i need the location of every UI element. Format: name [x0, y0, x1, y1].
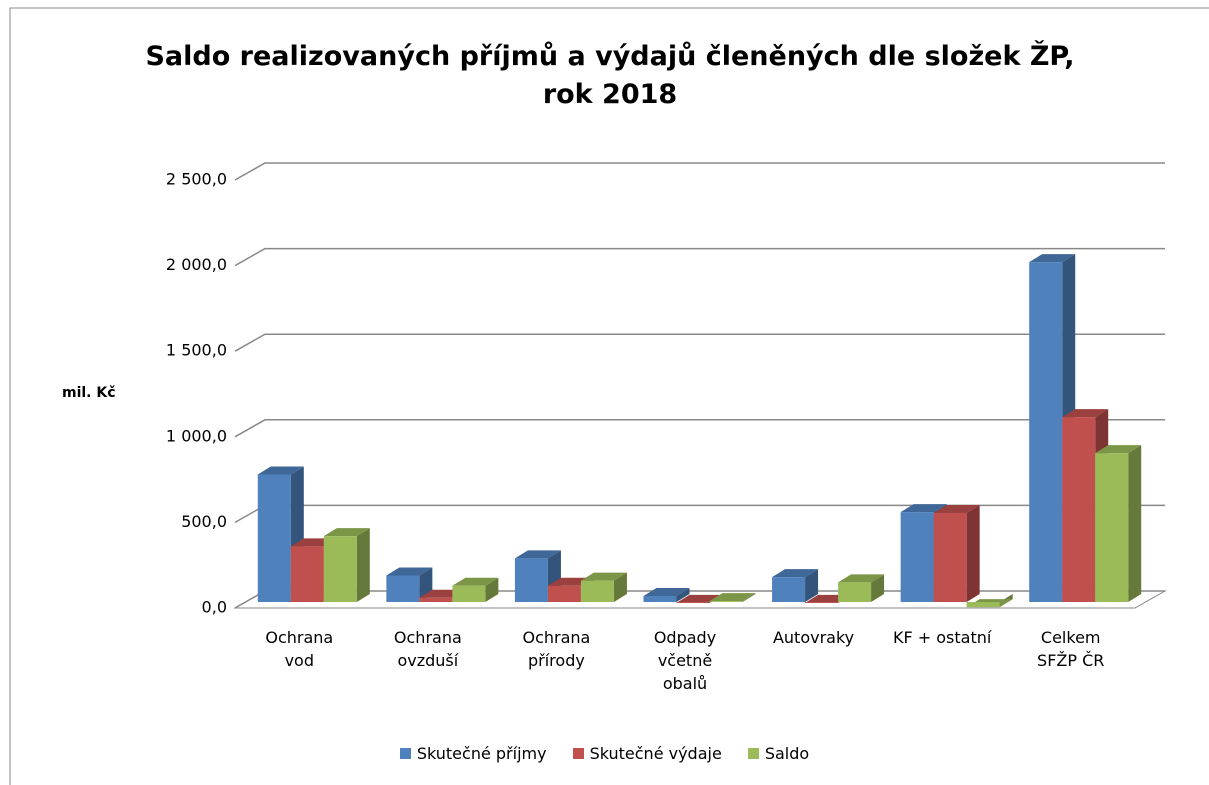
legend-swatch: [399, 748, 411, 759]
bar-side: [966, 504, 980, 602]
bar-side: [805, 569, 819, 602]
bar-front: [676, 602, 710, 603]
bar-front: [1029, 262, 1063, 602]
bar-front: [966, 602, 1000, 608]
bar-front: [452, 585, 486, 602]
legend: Skutečné příjmy Skutečné výdaje Saldo: [0, 744, 1209, 763]
legend-label: Skutečné příjmy: [416, 744, 547, 763]
bar-top: [1095, 445, 1142, 454]
y-axis-label: mil. Kč: [62, 385, 116, 401]
bar-top: [323, 528, 370, 537]
bar-front: [1062, 417, 1096, 602]
bar: [709, 593, 756, 602]
bar: [1095, 445, 1142, 602]
bar-front: [772, 577, 806, 602]
bar-top: [933, 504, 980, 513]
bar: [580, 572, 627, 602]
bar-front: [805, 602, 839, 603]
x-tick-label: Ochrana ovzduší: [393, 628, 462, 670]
x-tick-label: Ochrana vod: [265, 628, 334, 670]
legend-label: Saldo: [764, 744, 810, 763]
bar-front: [547, 585, 581, 602]
bar: [643, 588, 690, 602]
x-tick-label: Celkem SFŽP ČR: [1037, 628, 1105, 670]
bar: [452, 577, 499, 602]
y-tick-label: 2 000,0: [166, 255, 227, 274]
bar-top: [900, 504, 947, 513]
x-tick-label: Odpady včetně obalů: [653, 628, 717, 693]
x-tick-label: Autovraky: [772, 628, 855, 647]
bar-top: [1029, 254, 1076, 263]
bar-front: [933, 512, 967, 602]
bar: [386, 567, 433, 602]
y-tick-label: 0,0: [202, 598, 227, 617]
bar: [933, 504, 980, 602]
grid-line: [234, 419, 1165, 438]
bar-front: [900, 512, 934, 602]
bar: [323, 528, 370, 602]
y-tick-label: 500,0: [181, 512, 227, 531]
bar-side: [742, 593, 756, 602]
legend-swatch: [572, 748, 584, 759]
legend-label: Skutečné výdaje: [589, 744, 722, 763]
bar-front: [323, 536, 357, 602]
x-tick-label: Ochrana přírody: [522, 628, 591, 670]
y-tick-label: 1 000,0: [166, 426, 227, 445]
bar: [772, 569, 819, 602]
bar-side: [1128, 445, 1142, 602]
legend-item: Skutečné výdaje: [572, 744, 722, 763]
bar-top: [838, 574, 885, 583]
grid-line: [234, 247, 1165, 267]
bar-front: [514, 558, 548, 602]
y-tick-label: 1 500,0: [166, 341, 227, 360]
bar-top: [257, 466, 304, 475]
bar-top: [452, 577, 499, 586]
bar-front: [643, 596, 677, 602]
frame: [9, 7, 1209, 785]
legend-item: Skutečné příjmy: [399, 744, 547, 763]
y-tick-label: 2 500,0: [166, 170, 227, 189]
bar: [966, 594, 1013, 608]
bar: [838, 574, 885, 602]
grid-line: [234, 504, 1165, 524]
bar-top: [514, 550, 561, 559]
legend-swatch: [747, 748, 759, 759]
x-tick-label: KF + ostatní: [892, 628, 992, 647]
legend-item: Saldo: [747, 744, 810, 763]
bar-top: [772, 569, 819, 578]
bar-side: [676, 588, 690, 602]
bar-side: [485, 577, 499, 602]
bar-side: [871, 574, 885, 602]
bar-front: [709, 601, 743, 602]
bar-front: [290, 546, 324, 602]
bar-front: [1095, 453, 1129, 602]
grid-line: [234, 333, 1165, 352]
bar-front: [419, 597, 453, 602]
bar-top: [709, 593, 756, 602]
bar-top: [386, 567, 433, 576]
bar-front: [386, 575, 420, 602]
bar-front: [580, 580, 614, 602]
bar-front: [838, 582, 872, 602]
bar-top: [643, 588, 690, 597]
chart-title: Saldo realizovaných příjmů a výdajů člen…: [145, 41, 1075, 110]
bar-side: [613, 572, 627, 602]
bar-front: [257, 474, 291, 602]
bar-top: [580, 572, 627, 581]
bar-side: [356, 528, 370, 602]
grid-line: [234, 162, 1165, 181]
bar-top: [1062, 409, 1109, 418]
